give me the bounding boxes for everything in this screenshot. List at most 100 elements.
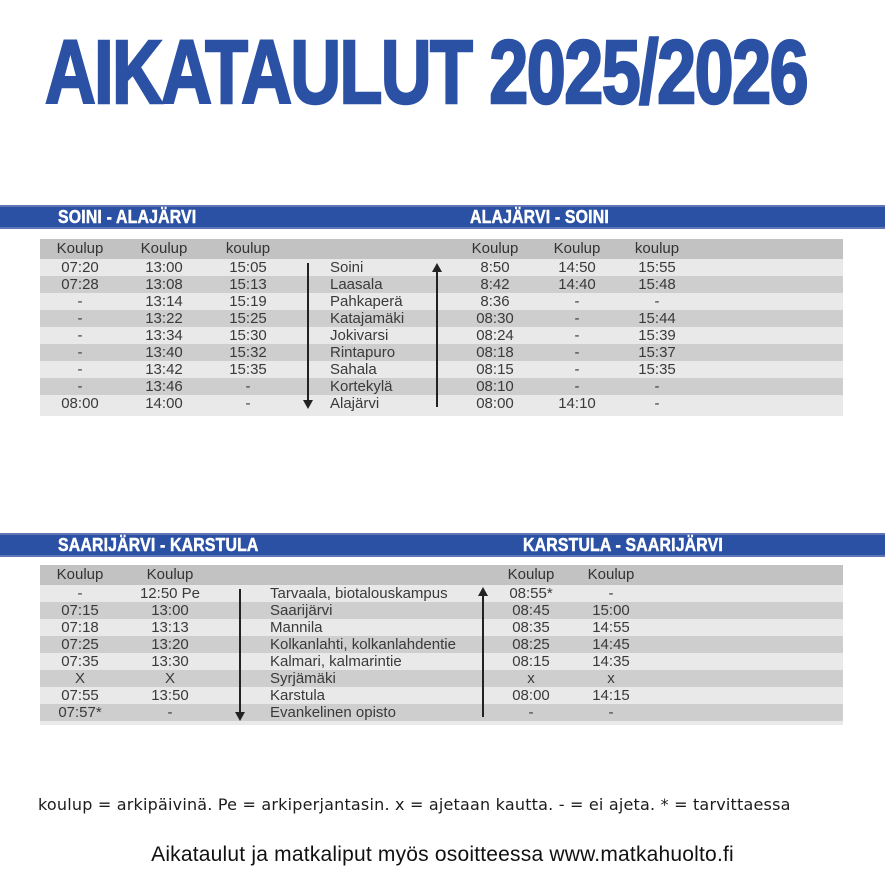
time-cell: 15:05 (229, 259, 267, 276)
route-header-bar: SOINI - ALAJÄRVI ALAJÄRVI - SOINI (0, 205, 885, 229)
table-row: 07:28 13:08 15:13 Laasala 8:42 14:40 15:48 (40, 276, 843, 293)
table-row: - 13:14 15:19 Pahkaperä 8:36 - - (40, 293, 843, 310)
place-cell: Katajamäki (330, 310, 405, 327)
time-cell: 08:15 (512, 653, 550, 670)
time-cell: 08:18 (476, 344, 514, 361)
time-cell: - (245, 378, 251, 395)
time-cell: 8:42 (480, 276, 510, 293)
column-header: Koulup (56, 566, 104, 583)
place-cell: Soini (330, 259, 364, 276)
column-header: Koulup (507, 566, 555, 583)
time-cell: - (574, 344, 580, 361)
column-header: Koulup (146, 566, 194, 583)
time-cell: - (574, 327, 580, 344)
table-row: 07:18 13:13 Mannila 08:35 14:55 (40, 619, 843, 636)
time-cell: 07:25 (61, 636, 99, 653)
header-row: Koulup Koulup koulup Koulup Koulup koulup (40, 239, 843, 259)
time-cell: 14:10 (558, 395, 596, 412)
place-cell: Tarvaala, biotalouskampus (270, 585, 448, 602)
time-cell: X (164, 670, 175, 687)
time-cell: 13:46 (145, 378, 183, 395)
direction-down-arrow-icon (234, 589, 245, 721)
header-row: Koulup Koulup Koulup Koulup (40, 565, 843, 585)
time-cell: 15:35 (638, 361, 676, 378)
time-cell: - (574, 310, 580, 327)
time-cell: 15:55 (638, 259, 676, 276)
place-cell: Saarijärvi (270, 602, 333, 619)
time-cell: - (654, 395, 660, 412)
time-cell: - (654, 293, 660, 310)
table-row: 07:20 13:00 15:05 Soini 8:50 14:50 15:55 (40, 259, 843, 276)
time-cell: 13:00 (151, 602, 189, 619)
time-cell: 07:57* (58, 704, 102, 721)
table-row: - 12:50 Pe Tarvaala, biotalouskampus 08:55*… (40, 585, 843, 602)
time-cell: 15:19 (229, 293, 267, 310)
time-cell: 15:32 (229, 344, 267, 361)
time-cell: 15:39 (638, 327, 676, 344)
time-cell: 08:25 (512, 636, 550, 653)
time-cell: 15:44 (638, 310, 676, 327)
time-cell: - (77, 310, 83, 327)
table-row: 07:25 13:20 Kolkanlahti, kolkanlahdentie 08… (40, 636, 843, 653)
table-row: 07:15 13:00 Saarijärvi 08:45 15:00 (40, 602, 843, 619)
column-header: Koulup (587, 566, 635, 583)
time-cell: 08:55* (509, 585, 553, 602)
time-cell: - (77, 585, 83, 602)
time-cell: 14:00 (145, 395, 183, 412)
legend-text: koulup = arkipäivinä. Pe = arkiperjantas… (38, 795, 791, 814)
page-title: AIKATAULUT 2025/2026 (44, 23, 810, 123)
time-cell: 13:42 (145, 361, 183, 378)
place-cell: Sahala (330, 361, 377, 378)
route-title-return: KARSTULA - SAARIJÄRVI (523, 535, 723, 556)
timetable-section-saarijarvi-karstula: SAARIJÄRVI - KARSTULA KARSTULA - SAARIJÄ… (0, 533, 885, 725)
time-cell: - (654, 378, 660, 395)
time-cell: 08:10 (476, 378, 514, 395)
time-cell: - (77, 361, 83, 378)
table-row: 07:55 13:50 Karstula 08:00 14:15 (40, 687, 843, 704)
time-cell: - (608, 585, 614, 602)
time-cell: 07:18 (61, 619, 99, 636)
place-cell: Mannila (270, 619, 323, 636)
time-cell: 07:15 (61, 602, 99, 619)
time-cell: 13:22 (145, 310, 183, 327)
direction-up-arrow-icon (477, 587, 488, 717)
route-title-return: ALAJÄRVI - SOINI (470, 207, 609, 228)
time-cell: 14:35 (592, 653, 630, 670)
direction-up-arrow-icon (431, 263, 442, 407)
place-cell: Pahkaperä (330, 293, 403, 310)
time-cell: 15:48 (638, 276, 676, 293)
place-cell: Kolkanlahti, kolkanlahdentie (270, 636, 456, 653)
table-row: X X Syrjämäki x x (40, 670, 843, 687)
table-row: 07:57* - Evankelinen opisto - - (40, 704, 843, 721)
timetable-table: Koulup Koulup koulup Koulup Koulup koulup 07:2… (40, 239, 843, 416)
column-header: koulup (634, 240, 680, 257)
time-cell: 13:30 (151, 653, 189, 670)
column-header: Koulup (471, 240, 519, 257)
time-cell: 07:28 (61, 276, 99, 293)
time-cell: - (528, 704, 534, 721)
time-cell: - (77, 327, 83, 344)
place-cell: Jokivarsi (330, 327, 389, 344)
time-cell: 15:35 (229, 361, 267, 378)
time-cell: 13:13 (151, 619, 189, 636)
table-row: - 13:42 15:35 Sahala 08:15 - 15:35 (40, 361, 843, 378)
time-cell: x (607, 670, 615, 687)
time-cell: 08:00 (512, 687, 550, 704)
time-cell: 15:13 (229, 276, 267, 293)
place-cell: Alajärvi (330, 395, 380, 412)
time-cell: 14:50 (558, 259, 596, 276)
time-cell: 12:50 Pe (139, 585, 201, 602)
time-cell: - (77, 378, 83, 395)
timetable-rows: Koulup Koulup koulup Koulup Koulup koulup 07:2… (40, 239, 843, 412)
time-cell: - (167, 704, 173, 721)
table-row: - 13:40 15:32 Rintapuro 08:18 - 15:37 (40, 344, 843, 361)
time-cell: - (608, 704, 614, 721)
place-cell: Kortekylä (330, 378, 393, 395)
time-cell: 08:00 (61, 395, 99, 412)
time-cell: X (74, 670, 85, 687)
place-cell: Kalmari, kalmarintie (270, 653, 402, 670)
time-cell: 14:45 (592, 636, 630, 653)
table-row: 07:35 13:30 Kalmari, kalmarintie 08:15 14:35 (40, 653, 843, 670)
direction-down-arrow-icon (302, 263, 313, 409)
